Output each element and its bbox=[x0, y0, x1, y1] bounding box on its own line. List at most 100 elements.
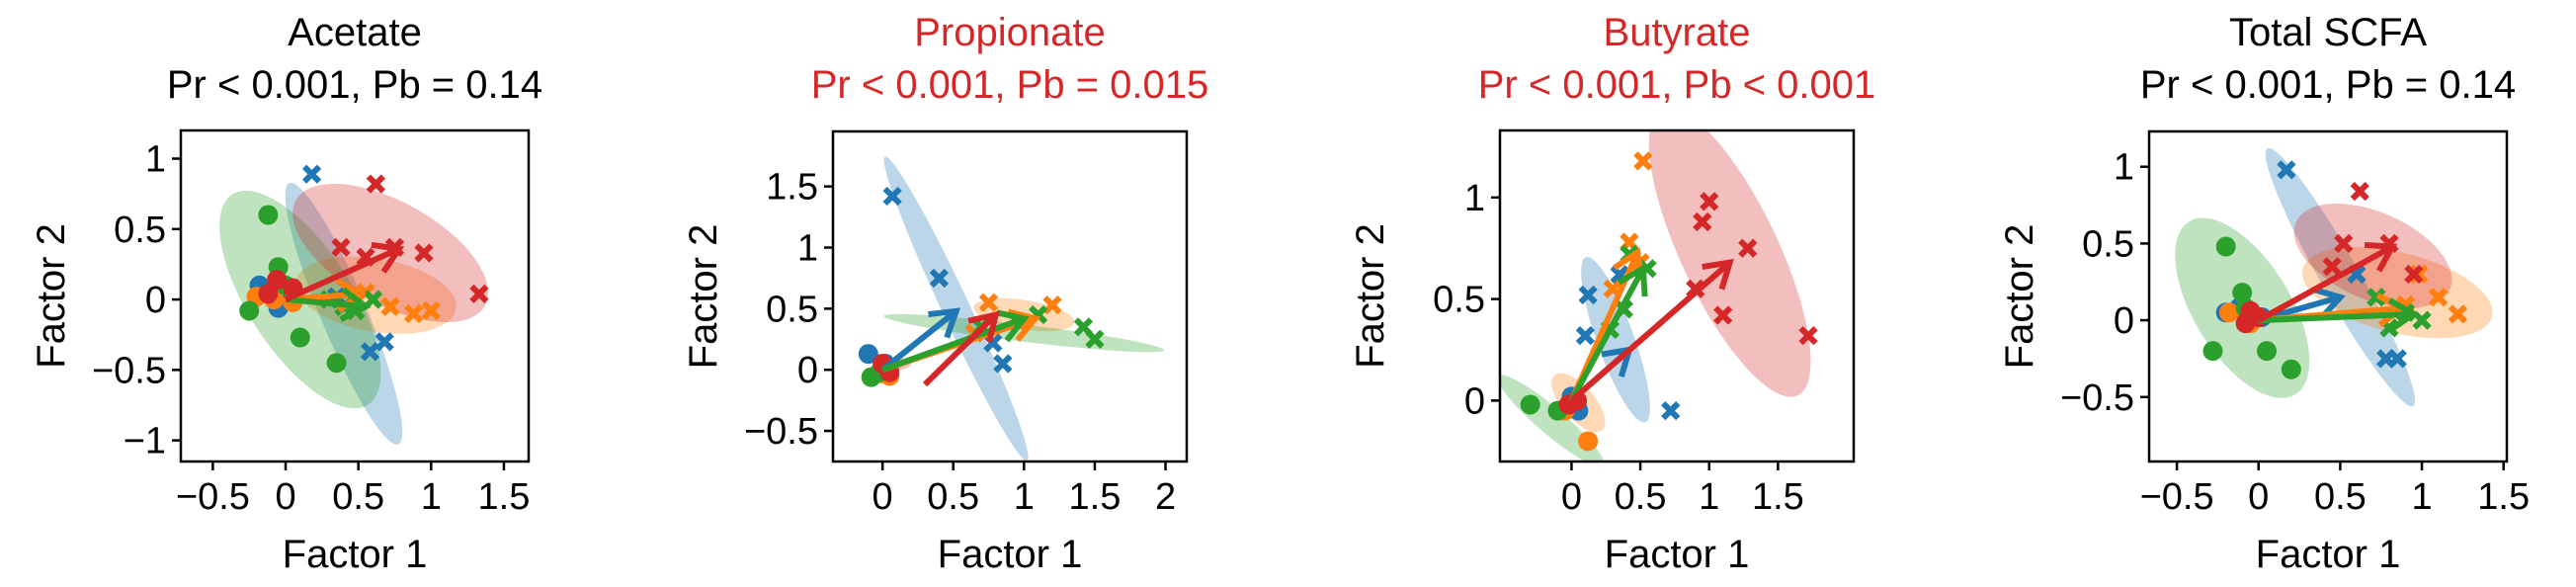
cross-marker bbox=[363, 290, 383, 309]
cross-marker bbox=[360, 342, 380, 362]
x-tick-label: 0.5 bbox=[2314, 476, 2367, 518]
x-tick-label: 1.5 bbox=[478, 476, 531, 518]
mean-arrow bbox=[881, 309, 1030, 374]
chart-title: Propionate bbox=[914, 11, 1105, 54]
y-axis-label: Factor 2 bbox=[30, 223, 73, 369]
chart-subtitle: Pr < 0.001, Pb = 0.015 bbox=[811, 63, 1209, 107]
chart-panel-1: Acetate Pr < 0.001, Pb = 0.14 −0.5 0 0.5 1 1.5… bbox=[30, 11, 542, 576]
y-tick-label: −0.5 bbox=[92, 350, 166, 391]
y-tick-label: 1 bbox=[797, 228, 818, 270]
plot-frame bbox=[2147, 129, 2509, 463]
x-tick-label: 1.5 bbox=[1069, 476, 1122, 518]
x-tick-label: 0 bbox=[873, 476, 893, 518]
circle-marker bbox=[267, 270, 288, 291]
x-tick-label: 0.5 bbox=[927, 476, 979, 518]
y-tick-label: 1 bbox=[2114, 147, 2134, 189]
cross-marker bbox=[1693, 211, 1712, 232]
cross-marker bbox=[404, 303, 424, 323]
x-axis-label: Factor 1 bbox=[1605, 533, 1750, 576]
y-tick-label: 0.5 bbox=[2082, 223, 2134, 265]
cross-marker bbox=[882, 186, 902, 207]
plot-frame bbox=[1498, 128, 1856, 463]
cross-marker bbox=[1085, 329, 1105, 349]
circle-marker bbox=[2232, 283, 2253, 303]
x-tick-label: 0 bbox=[1561, 476, 1582, 518]
confidence-ellipse bbox=[285, 182, 403, 445]
cross-marker bbox=[2350, 181, 2369, 202]
plot-area bbox=[219, 164, 489, 445]
cross-marker bbox=[331, 237, 351, 257]
cross-marker bbox=[1713, 305, 1733, 325]
cross-marker bbox=[2367, 288, 2386, 307]
cross-marker bbox=[1798, 325, 1818, 346]
circle-marker bbox=[326, 353, 347, 374]
x-tick-label: 2 bbox=[1155, 476, 1176, 518]
cross-marker bbox=[374, 332, 394, 352]
cross-marker bbox=[366, 174, 385, 194]
cross-marker bbox=[1633, 151, 1653, 171]
chart-panel-4: Total SCFA Pr < 0.001, Pb = 0.14 −0.5 0 0.5 1… bbox=[1998, 11, 2530, 576]
circle-marker bbox=[239, 300, 260, 321]
plot-area bbox=[858, 156, 1165, 461]
cross-marker bbox=[469, 284, 489, 303]
cross-marker bbox=[2334, 233, 2354, 254]
x-tick-label: 0.5 bbox=[1615, 476, 1667, 518]
y-tick-label: 1 bbox=[1464, 178, 1485, 219]
chart-title: Butyrate bbox=[1604, 11, 1751, 54]
chart-subtitle: Pr < 0.001, Pb < 0.001 bbox=[1478, 63, 1876, 107]
x-tick-label: 0 bbox=[2248, 476, 2269, 518]
y-axis-label: Factor 2 bbox=[1349, 223, 1392, 369]
x-tick-label: 1.5 bbox=[1752, 476, 1804, 518]
circle-marker bbox=[2281, 359, 2301, 379]
mean-arrow bbox=[922, 310, 1000, 387]
y-tick-label: 0 bbox=[145, 280, 166, 321]
y-axis-label: Factor 2 bbox=[1998, 224, 2041, 370]
y-tick-label: 0.5 bbox=[1433, 280, 1485, 321]
cross-marker bbox=[380, 296, 400, 316]
x-tick-label: −0.5 bbox=[2140, 476, 2214, 518]
cross-marker bbox=[2404, 264, 2424, 285]
cross-marker bbox=[2322, 257, 2342, 277]
cross-marker bbox=[414, 243, 434, 263]
mean-arrow bbox=[1569, 258, 1734, 403]
circle-marker bbox=[2215, 236, 2236, 257]
circle-marker bbox=[2202, 341, 2223, 362]
mean-arrow bbox=[880, 307, 961, 373]
cross-marker bbox=[421, 300, 441, 321]
mean-arrow bbox=[2258, 297, 2420, 333]
circle-marker bbox=[858, 344, 878, 365]
x-tick-label: 1.5 bbox=[2477, 476, 2530, 518]
mean-arrow bbox=[285, 287, 372, 322]
y-tick-label: 0 bbox=[1464, 380, 1485, 422]
cross-marker bbox=[2277, 160, 2296, 180]
plot-frame bbox=[831, 129, 1189, 463]
y-tick-label: 0.5 bbox=[114, 210, 166, 251]
cross-marker bbox=[2448, 304, 2468, 324]
x-axis-label: Factor 1 bbox=[2256, 533, 2401, 576]
cross-marker bbox=[993, 354, 1013, 374]
x-tick-label: 1 bbox=[1014, 476, 1035, 518]
x-tick-label: 1 bbox=[2411, 476, 2432, 518]
circle-marker bbox=[2257, 341, 2278, 362]
circle-marker bbox=[290, 327, 310, 348]
chart-panel-2: Propionate Pr < 0.001, Pb = 0.015 0 0.5 1 1.5… bbox=[682, 11, 1208, 576]
y-tick-label: −0.5 bbox=[744, 411, 818, 453]
mean-arrow bbox=[2257, 241, 2398, 323]
x-axis-label: Factor 1 bbox=[283, 533, 428, 576]
circle-marker bbox=[258, 284, 279, 304]
y-tick-label: 0 bbox=[797, 350, 818, 391]
confidence-ellipse bbox=[1648, 130, 1811, 397]
plot-area bbox=[1500, 130, 1818, 461]
chart-title: Acetate bbox=[288, 11, 422, 54]
circle-marker bbox=[1578, 431, 1599, 452]
confidence-ellipse bbox=[1581, 256, 1650, 423]
y-tick-label: −1 bbox=[124, 421, 166, 462]
cross-marker bbox=[1578, 285, 1598, 305]
cross-marker bbox=[2409, 264, 2429, 285]
y-tick-label: 1 bbox=[145, 139, 166, 181]
x-tick-label: −0.5 bbox=[176, 476, 250, 518]
cross-marker bbox=[1700, 192, 1719, 211]
cross-marker bbox=[301, 164, 322, 184]
cross-marker bbox=[929, 268, 950, 289]
